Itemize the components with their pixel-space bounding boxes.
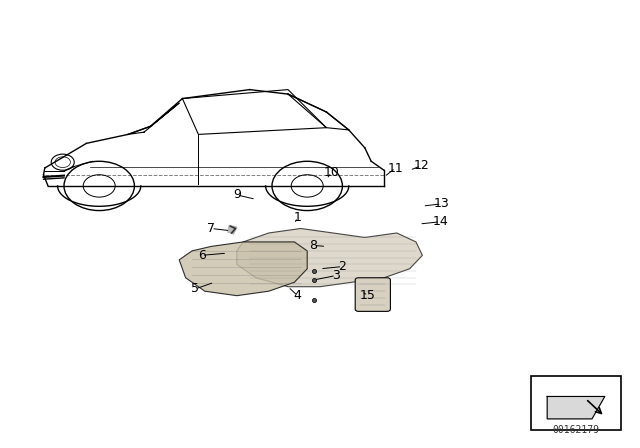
Text: 13: 13 [434, 197, 449, 211]
Text: 10: 10 [324, 166, 339, 179]
Text: 11: 11 [388, 161, 403, 175]
PathPatch shape [179, 242, 307, 296]
Text: 3: 3 [332, 269, 340, 282]
Text: 7: 7 [207, 222, 215, 235]
Text: 14: 14 [433, 215, 448, 228]
Text: 15: 15 [360, 289, 376, 302]
Text: 1: 1 [294, 211, 301, 224]
Text: 8: 8 [310, 239, 317, 252]
Bar [531, 376, 621, 430]
Text: 00162179: 00162179 [552, 426, 600, 435]
Text: 4: 4 [294, 289, 301, 302]
Polygon shape [547, 396, 605, 419]
Polygon shape [228, 225, 237, 234]
Text: 12: 12 [413, 159, 429, 172]
PathPatch shape [237, 228, 422, 287]
Text: 5: 5 [191, 282, 199, 296]
Text: 9: 9 [233, 188, 241, 202]
Text: 2: 2 [339, 260, 346, 273]
FancyBboxPatch shape [355, 278, 390, 311]
Text: 6: 6 [198, 249, 205, 262]
